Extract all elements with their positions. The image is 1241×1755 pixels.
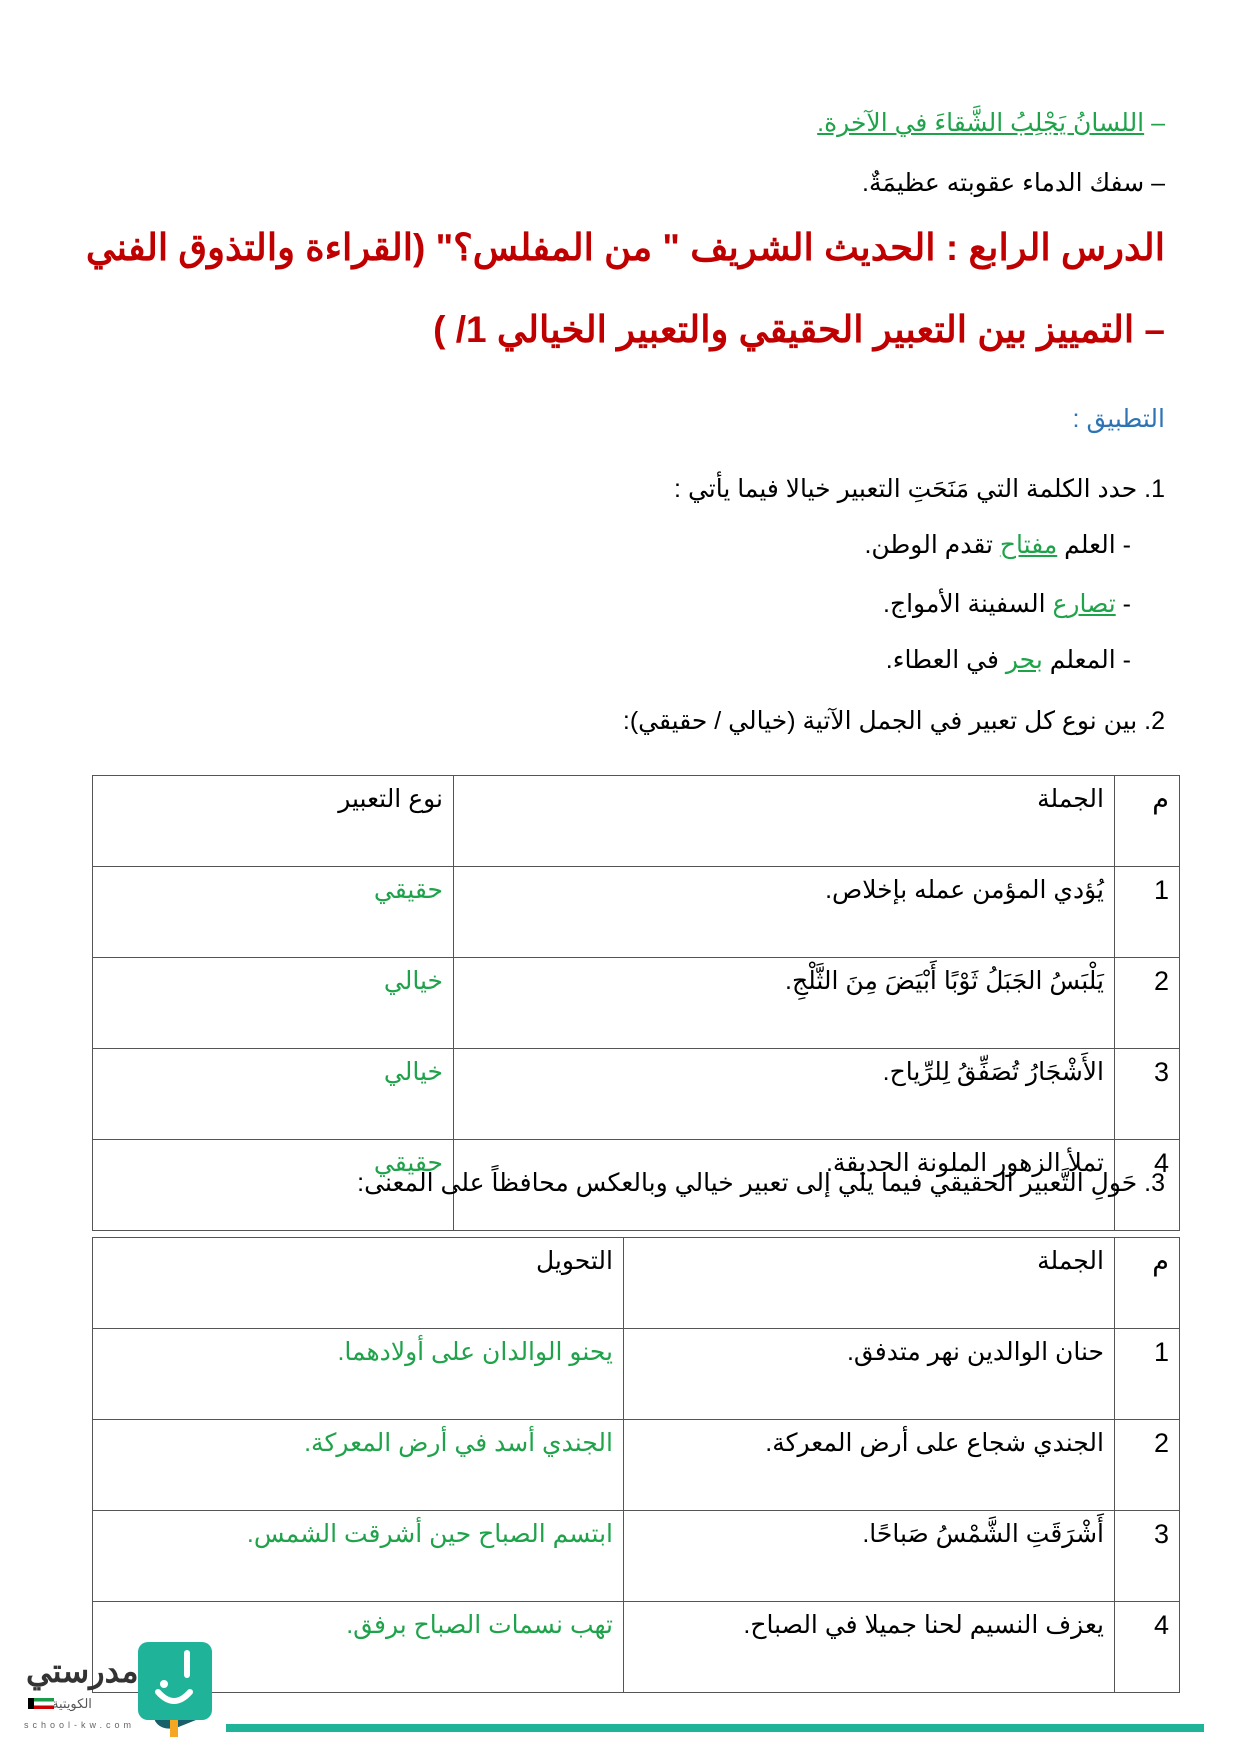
lesson-subtitle: – التمييز بين التعبير الحقيقي والتعبير ا…	[433, 309, 1165, 350]
bullet-2: – سفك الدماء عقوبته عظيمَةٌ.	[862, 169, 1165, 197]
bullet-text: سفك الدماء عقوبته عظيمَةٌ.	[862, 169, 1145, 197]
footer-divider	[226, 1724, 1204, 1732]
lesson-title: الدرس الرابع : الحديث الشريف " من المفلس…	[85, 227, 1165, 268]
table-row: 4 تملأ الزهور الملونة الحديقة. حقيقي	[92, 1139, 1180, 1231]
bullet-1: – اللسانُ يَجْلِبُ الشَّقاءَ في الآخرة.	[817, 109, 1165, 137]
table-row: 3 أَشْرَقَتِ الشَّمْسُ صَباحًا. ابتسم الصب…	[92, 1510, 1180, 1602]
classification-table: م الجملة نوع التعبير 1 يُؤدي المؤمن عمله …	[92, 775, 1180, 1231]
q1-item: - العلم مفتاح تقدم الوطن.	[864, 531, 1131, 559]
q1-item: - تصارع السفينة الأمواج.	[883, 590, 1131, 618]
conversion-table: م الجملة التحويل 1 حنان الوالدين نهر متدف…	[92, 1237, 1180, 1693]
bullet-text: اللسانُ يَجْلِبُ الشَّقاءَ في الآخرة.	[817, 109, 1145, 137]
table-header: م الجملة التحويل	[92, 1237, 1180, 1329]
q1-item: - المعلم بحر في العطاء.	[885, 646, 1131, 674]
question-1: 1. حدد الكلمة التي مَنَحَتِ التعبير خيال…	[674, 475, 1165, 503]
table-row: 2 الجندي شجاع على أرض المعركة. الجندي أسد …	[92, 1419, 1180, 1511]
question-3: 3. حَولِ التَّعبير الحقيقي فيما يلي إلى …	[357, 1169, 1165, 1197]
table-header: م الجملة نوع التعبير	[92, 775, 1180, 867]
table-row: 4 يعزف النسيم لحنا جميلا في الصباح. تهب نس…	[92, 1601, 1180, 1693]
logo-icon	[138, 1642, 212, 1737]
kuwait-flag-icon	[28, 1698, 54, 1709]
highlight-word: بحر	[1005, 646, 1043, 674]
highlight-word: مفتاح	[999, 531, 1058, 559]
highlight-word: تصارع	[1052, 590, 1116, 618]
table-row: 1 حنان الوالدين نهر متدفق. يحنو الوالدان ع…	[92, 1328, 1180, 1420]
table-row: 1 يُؤدي المؤمن عمله بإخلاص. حقيقي	[92, 866, 1180, 958]
logo-url: school-kw.com	[24, 1720, 136, 1730]
table-row: 2 يَلْبَسُ الجَبَلُ ثَوْبًا أَبْيَضَ مِنَ…	[92, 957, 1180, 1049]
logo-subtext: الكويتية	[52, 1696, 92, 1711]
table-row: 3 الأَشْجَارُ تُصَفِّقُ لِلرِّياح. خيالي	[92, 1048, 1180, 1140]
logo-text: مدرستي	[26, 1653, 139, 1689]
section-label: التطبيق :	[1072, 405, 1165, 433]
question-2: 2. بين نوع كل تعبير في الجمل الآتية (خيا…	[622, 707, 1165, 735]
footer-logo: مدرستي الكويتية school-kw.com	[20, 1640, 220, 1750]
